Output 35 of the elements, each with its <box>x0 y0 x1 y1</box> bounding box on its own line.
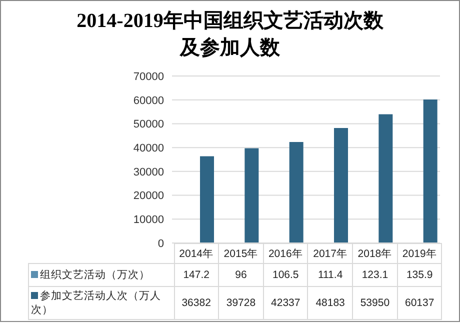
y-tick-label: 60000 <box>133 94 164 107</box>
y-tick-label: 20000 <box>133 190 164 202</box>
data-label: 36382 <box>174 286 219 320</box>
bar <box>200 156 214 243</box>
y-tick-label: 70000 <box>133 70 164 83</box>
data-label: 147.2 <box>174 264 219 286</box>
data-label: 60137 <box>397 286 442 320</box>
bar <box>289 142 304 243</box>
data-label: 111.4 <box>308 264 353 286</box>
x-tick-label: 2015年 <box>218 244 264 264</box>
data-label: 42337 <box>263 286 308 320</box>
chart-title: 2014-2019年中国组织文艺活动次数及参加人数 <box>76 8 384 61</box>
data-label: 48183 <box>308 286 353 320</box>
x-tick-label: 2016年 <box>263 244 308 264</box>
data-label: 96 <box>218 264 264 286</box>
x-tick-label: 2014年 <box>174 244 219 264</box>
bar <box>244 148 259 243</box>
bar <box>378 114 393 243</box>
data-label: 123.1 <box>352 264 398 286</box>
data-label: 106.5 <box>263 264 308 286</box>
y-tick-label: 0 <box>158 238 164 250</box>
legend-label: 组织文艺活动（万次） <box>28 264 174 286</box>
bar <box>423 100 438 243</box>
x-tick-label: 2017年 <box>308 244 353 264</box>
y-tick-label: 10000 <box>133 214 164 226</box>
y-tick-label: 30000 <box>133 166 164 178</box>
x-tick-label: 2019年 <box>397 244 442 264</box>
data-label: 39728 <box>218 286 264 320</box>
data-label: 135.9 <box>397 264 442 286</box>
data-label: 53950 <box>352 286 398 320</box>
bar <box>334 128 348 243</box>
y-tick-label: 40000 <box>133 142 164 154</box>
y-tick-label: 50000 <box>133 118 164 131</box>
legend-label: 参加文艺活动人次（万人次） <box>28 286 174 320</box>
x-tick-label: 2018年 <box>352 244 398 264</box>
